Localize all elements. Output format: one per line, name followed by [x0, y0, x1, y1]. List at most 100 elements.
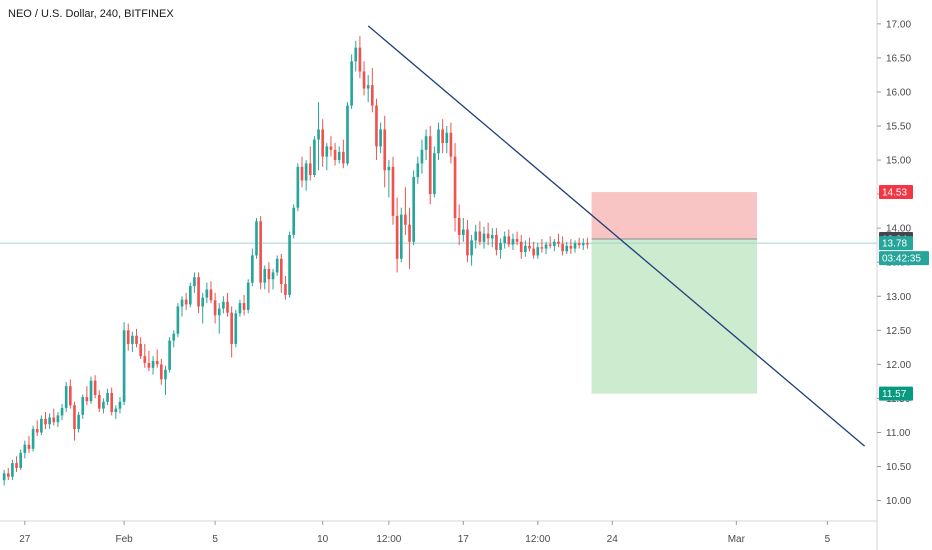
candle [586, 237, 589, 249]
candle [304, 160, 308, 191]
candle [209, 281, 213, 304]
candle-body [19, 452, 23, 468]
candle [284, 275, 287, 300]
countdown-box [879, 251, 929, 266]
price-tick-label: 12.00 [886, 360, 911, 371]
candle [267, 262, 271, 293]
candle-body [399, 214, 403, 259]
candle [172, 330, 176, 348]
candle-body [275, 258, 279, 273]
candle-body [205, 289, 209, 298]
time-tick-label: 17 [458, 534, 470, 545]
candle-body [193, 277, 196, 287]
candle [354, 40, 358, 72]
trendline-group[interactable] [367, 25, 866, 447]
candle [73, 401, 76, 441]
candle [470, 234, 473, 266]
candle [399, 207, 403, 263]
candle [205, 282, 209, 304]
candle [263, 265, 267, 290]
candle [271, 269, 275, 290]
candle [573, 240, 577, 253]
candle [279, 254, 283, 293]
candle-body [11, 463, 14, 477]
price-tick-label: 15.50 [886, 121, 911, 132]
candle [433, 146, 436, 198]
candle-body [499, 243, 502, 250]
candle-body [40, 418, 43, 433]
candle [441, 119, 444, 154]
candle [81, 394, 85, 419]
candle-body [317, 129, 320, 140]
candle-body [135, 335, 138, 344]
stop-loss-zone[interactable] [591, 192, 758, 240]
candle [147, 350, 151, 372]
candle [581, 238, 585, 250]
candle-body [284, 283, 287, 295]
candle-body [160, 364, 163, 380]
candle-body [577, 243, 581, 246]
candle-body [164, 369, 167, 380]
candle-body [168, 340, 171, 370]
candle [135, 328, 138, 348]
candle [122, 322, 126, 406]
candle [445, 125, 449, 154]
candle [292, 204, 296, 239]
candle [180, 296, 184, 317]
candle [449, 122, 453, 164]
candle [110, 387, 114, 416]
candle [48, 413, 51, 430]
candle-body [300, 166, 304, 181]
candle [2, 469, 6, 486]
candle [346, 102, 349, 166]
price-axis-background [878, 0, 932, 550]
take-profit-zone[interactable] [591, 239, 758, 394]
price-tick-label: 10.00 [886, 496, 911, 507]
candle [461, 217, 465, 242]
candle-body [387, 166, 391, 171]
candle-body [263, 269, 267, 283]
candle-body [147, 362, 151, 368]
candle-body [188, 286, 192, 305]
candle [255, 217, 258, 259]
candle-body [44, 418, 47, 425]
candle-body [288, 234, 291, 295]
candle [60, 403, 64, 421]
candle [69, 379, 72, 409]
trendline[interactable] [367, 25, 866, 447]
candle-body [395, 215, 399, 259]
candle-body [383, 129, 387, 171]
candle [329, 136, 333, 157]
candle [395, 197, 399, 273]
candle [288, 231, 291, 298]
candle-body [495, 234, 498, 250]
candle-body [548, 244, 552, 246]
candle [139, 337, 142, 359]
candle [155, 349, 159, 368]
candle [412, 170, 416, 246]
price-axis[interactable] [876, 0, 932, 550]
candle-body [89, 380, 93, 402]
price-tick-label: 11.00 [886, 428, 911, 439]
candle-body [102, 401, 105, 409]
candle-body [337, 151, 341, 161]
candle [375, 98, 378, 161]
candle [408, 207, 411, 270]
candle [11, 459, 14, 481]
candle [457, 204, 461, 246]
candle [342, 139, 345, 169]
candle [337, 146, 341, 164]
candle-body [404, 214, 407, 225]
price-badge-label: 11.57 [882, 389, 907, 400]
candle [296, 163, 300, 212]
time-tick-label: 5 [212, 534, 218, 545]
candle-body [482, 233, 486, 242]
candle [201, 292, 205, 324]
candle-body [197, 277, 200, 307]
candle-body [424, 136, 428, 150]
candle-body [15, 463, 18, 468]
candle [577, 237, 581, 249]
